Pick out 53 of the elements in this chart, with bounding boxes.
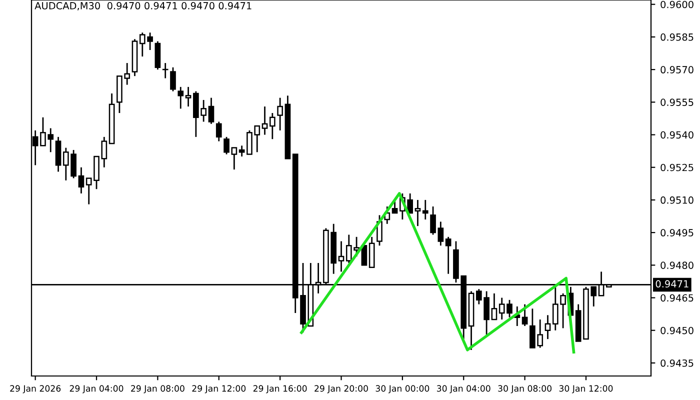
candlestick	[55, 136, 62, 172]
candlestick	[522, 304, 528, 327]
candlestick	[238, 144, 245, 158]
candlestick	[392, 199, 398, 214]
candlestick	[269, 112, 276, 140]
candlestick	[361, 244, 368, 266]
candlestick	[445, 236, 452, 275]
candlestick	[438, 220, 444, 246]
x-tick-label: 29 Jan 08:00	[131, 385, 184, 394]
x-tick-label: 30 Jan 04:00	[437, 385, 490, 394]
candlestick	[224, 136, 230, 156]
candlestick	[414, 199, 421, 227]
y-tick-label: 0.9570	[660, 66, 694, 74]
candlestick	[162, 62, 168, 79]
candlestick	[178, 86, 184, 110]
candlestick	[368, 236, 375, 268]
x-tick-label: 29 Jan 16:00	[253, 385, 307, 394]
candlestick	[430, 206, 436, 236]
candlestick	[78, 166, 84, 194]
candlestick	[170, 66, 176, 92]
candlestick	[544, 314, 551, 340]
x-tick-label: 30 Jan 00:00	[376, 385, 430, 394]
candlestick	[338, 240, 344, 272]
candlestick	[208, 97, 214, 125]
y-tick-label: 0.9510	[660, 196, 694, 204]
y-tick-label: 0.9600	[660, 0, 694, 8]
x-tick-label: 29 Jan 20:00	[314, 385, 368, 394]
ref-line-label: 0.9471	[656, 280, 688, 288]
candlestick	[277, 97, 283, 132]
y-tick-label: 0.9480	[660, 262, 694, 269]
y-tick-label: 0.9495	[660, 229, 694, 236]
candlestick	[376, 214, 382, 246]
x-tick-label: 29 Jan 2026	[10, 385, 61, 394]
x-tick-label: 30 Jan 12:00	[559, 385, 613, 394]
candlestick	[422, 199, 428, 220]
y-tick-label: 0.9540	[660, 131, 694, 139]
x-tick-label: 29 Jan 12:00	[192, 385, 246, 394]
candlestick	[154, 40, 161, 70]
candlestick	[216, 121, 222, 142]
x-tick-label: 29 Jan 04:00	[70, 385, 124, 394]
chart-title: AUDCAD,M30 0.9470 0.9471 0.9470 0.9471	[34, 2, 252, 10]
line-series	[300, 192, 576, 354]
candlestick	[262, 106, 268, 136]
candlestick	[231, 147, 238, 170]
y-tick-label: 0.9435	[660, 359, 694, 367]
candlestick	[185, 86, 192, 108]
y-tick-label: 0.9585	[660, 33, 694, 41]
x-tick-label: 30 Jan 08:00	[498, 385, 552, 394]
candlestick	[491, 292, 498, 320]
y-tick-label: 0.9465	[660, 294, 694, 302]
y-tick-label: 0.9555	[660, 98, 694, 106]
y-tick-label: 0.9525	[660, 164, 694, 172]
y-tick-label: 0.9450	[660, 326, 694, 334]
